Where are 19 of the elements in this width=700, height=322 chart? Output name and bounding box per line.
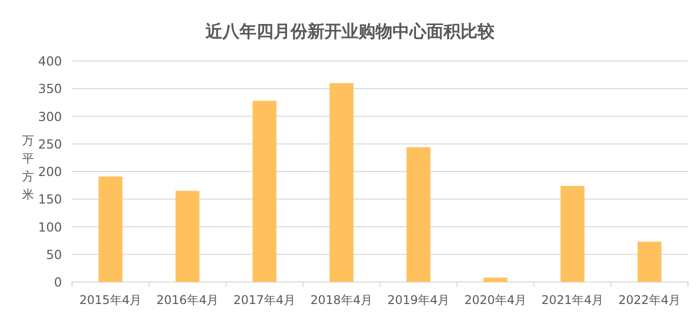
- y-tick-label: 50: [46, 246, 62, 262]
- y-tick-label: 0: [54, 274, 62, 290]
- x-tick-label: 2021年4月: [541, 293, 604, 307]
- chart-title: 近八年四月份新开业购物中心面积比较: [204, 22, 496, 42]
- y-tick-label: 150: [38, 192, 62, 207]
- x-tick-label: 2016年4月: [156, 293, 219, 307]
- y-tick-label: 100: [38, 219, 62, 234]
- y-tick-label: 250: [38, 136, 62, 152]
- y-tick-label: 300: [38, 108, 62, 124]
- x-tick-label: 2018年4月: [310, 293, 373, 307]
- y-axis-title: 万平方米: [22, 134, 34, 202]
- y-tick-label: 200: [38, 164, 62, 179]
- y-tick-label: 400: [38, 54, 62, 68]
- x-tick-label: 2019年4月: [387, 293, 450, 307]
- x-tick-label: 2015年4月: [79, 293, 142, 307]
- x-tick-label: 2020年4月: [464, 293, 527, 307]
- y-tick-label: 350: [38, 81, 62, 96]
- x-tick-label: 2022年4月: [618, 293, 681, 307]
- x-tick-label: 2017年4月: [233, 293, 296, 307]
